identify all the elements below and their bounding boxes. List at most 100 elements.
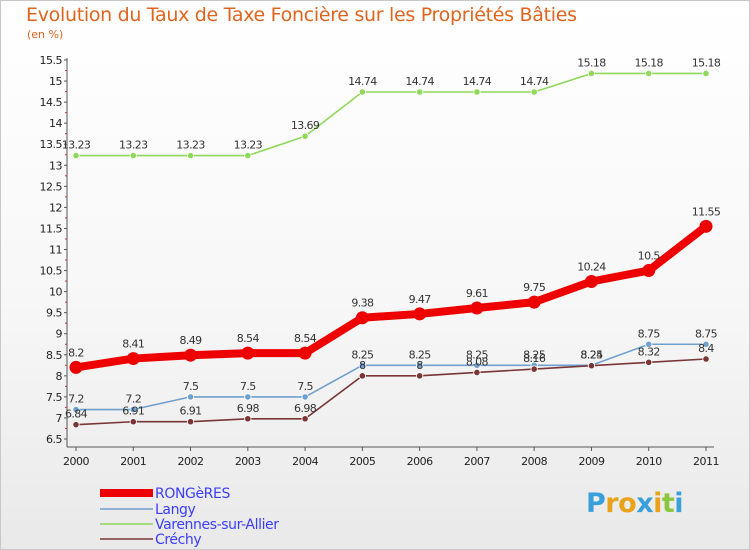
logo-letter: o — [618, 488, 637, 519]
data-point — [416, 88, 424, 96]
y-tick-label: 8 — [56, 370, 63, 383]
data-point — [645, 340, 653, 348]
data-label: 13.23 — [62, 139, 91, 152]
data-point — [186, 151, 195, 160]
x-tick-label: 2005 — [349, 455, 375, 468]
data-label: 8.25 — [351, 348, 374, 361]
data-point — [702, 340, 710, 348]
data-label: 8 — [416, 359, 423, 372]
data-label: 8 — [359, 359, 366, 372]
data-label: 13.23 — [176, 139, 205, 152]
data-label: 14.74 — [405, 75, 434, 88]
data-label: 7.2 — [68, 393, 84, 406]
data-point — [584, 275, 598, 289]
data-label: 7.5 — [183, 380, 199, 393]
data-point — [473, 88, 481, 96]
y-tick-label: 11.5 — [40, 222, 63, 235]
data-point — [72, 421, 80, 429]
data-label: 8.16 — [523, 352, 546, 365]
data-label: 7.2 — [125, 393, 141, 406]
data-point — [244, 393, 252, 401]
y-tick-label: 10.5 — [40, 265, 63, 278]
y-tick-label: 15.5 — [40, 54, 63, 67]
logo-letter: i — [674, 488, 684, 519]
data-label: 6.98 — [294, 402, 317, 415]
data-label: 8.24 — [580, 349, 603, 362]
data-label: 8.25 — [466, 348, 489, 361]
axes: 6.577.588.599.51010.51111.51212.51313.51… — [40, 54, 720, 468]
data-label: 10.5 — [638, 250, 661, 263]
legend-label: Varennes-sur-Allier — [155, 517, 279, 533]
data-point — [587, 69, 596, 78]
x-tick-label: 2002 — [178, 455, 204, 468]
data-point — [642, 264, 656, 278]
data-label: 8.75 — [695, 327, 718, 340]
data-point — [129, 418, 137, 426]
data-label: 10.24 — [577, 261, 606, 274]
data-point — [358, 361, 366, 369]
data-point — [530, 88, 538, 96]
data-point — [473, 361, 481, 369]
logo-letter: i — [653, 488, 662, 519]
y-tick-label: 13 — [49, 159, 62, 172]
data-label: 11.55 — [692, 205, 721, 218]
data-label: 8.32 — [638, 345, 660, 358]
data-point — [645, 69, 653, 78]
data-label: 6.84 — [65, 408, 88, 421]
data-point — [699, 219, 713, 233]
y-unit-label: (en %) — [27, 28, 64, 41]
data-point — [527, 295, 541, 309]
data-label: 6.91 — [122, 405, 144, 418]
data-label: 14.74 — [348, 75, 377, 88]
data-label: 8.08 — [466, 355, 489, 368]
data-label: 8.49 — [179, 334, 202, 347]
data-point — [298, 346, 312, 360]
series-line-Langy — [75, 343, 707, 411]
data-point — [473, 368, 481, 377]
data-point — [129, 151, 137, 160]
series-points — [69, 69, 713, 429]
data-point — [129, 405, 137, 414]
data-point — [69, 360, 83, 374]
x-tick-label: 2010 — [636, 455, 662, 468]
data-label: 6.98 — [237, 402, 260, 415]
data-point — [244, 151, 252, 160]
data-point — [470, 301, 484, 315]
logo-letter: t — [661, 488, 675, 519]
y-tick-label: 15 — [49, 75, 62, 88]
x-tick-label: 2000 — [63, 455, 89, 468]
y-tick-label: 7.5 — [46, 391, 62, 404]
series-line-RONGèRES — [72, 222, 710, 372]
data-point — [358, 372, 366, 380]
x-tick-label: 2011 — [693, 455, 719, 468]
data-label: 9.38 — [351, 297, 374, 310]
y-tick-label: 7 — [56, 412, 63, 425]
logo-letter: P — [586, 488, 606, 519]
logo-letter: r — [605, 488, 619, 519]
data-point — [184, 348, 198, 362]
data-label: 8.41 — [122, 338, 144, 351]
data-point — [702, 69, 710, 78]
series-lines — [72, 72, 710, 426]
y-tick-label: 11 — [49, 244, 62, 257]
y-tick-label: 13.5 — [40, 138, 63, 151]
data-point — [702, 355, 710, 363]
data-label: 8.25 — [580, 348, 603, 361]
data-label: 8.54 — [237, 332, 260, 345]
data-labels: 8.2 8.41 8.49 8.54 8.54 9.38 9.47 9.61 9.75 10.24… — [62, 56, 722, 421]
data-point — [244, 415, 252, 423]
chart-title: Evolution du Taux de Taxe Foncière sur l… — [26, 4, 577, 26]
data-label: 8.25 — [409, 348, 432, 361]
data-point — [413, 307, 427, 321]
y-tick-label: 9 — [56, 328, 63, 341]
data-point — [126, 352, 140, 366]
logo-letter: x — [636, 488, 654, 519]
data-point — [416, 361, 424, 369]
y-tick-label: 12.5 — [40, 180, 63, 193]
legend-label: Langy — [155, 502, 196, 518]
data-label: 8.75 — [638, 327, 661, 340]
data-point — [72, 405, 80, 414]
data-label: 7.5 — [240, 380, 256, 393]
data-point — [301, 415, 309, 423]
data-label: 9.75 — [523, 281, 546, 294]
